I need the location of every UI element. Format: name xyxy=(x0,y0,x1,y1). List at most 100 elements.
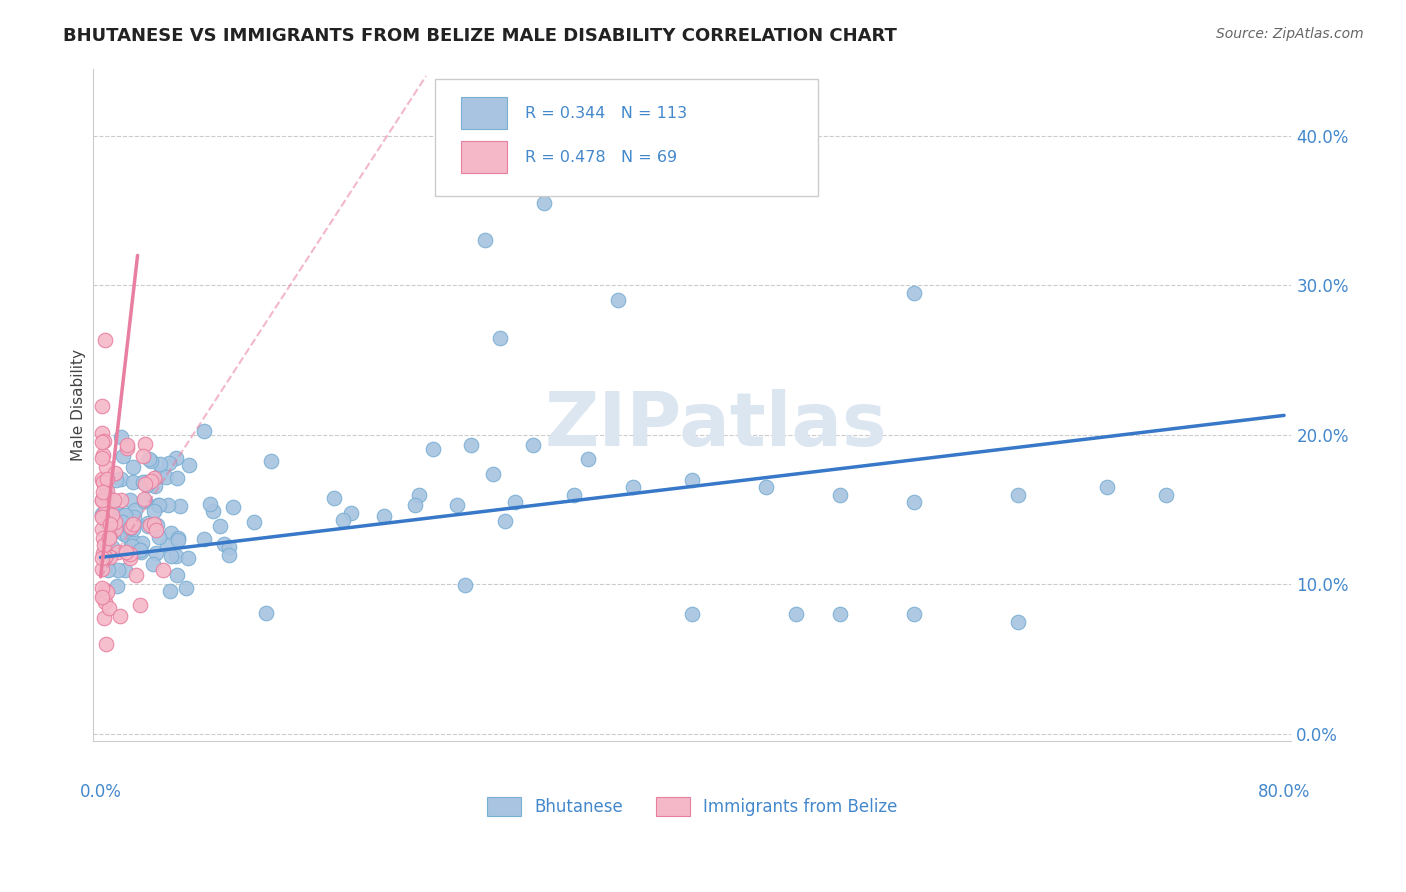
Point xyxy=(903,285,925,300)
Point xyxy=(145,546,167,560)
Point xyxy=(97,563,120,577)
Point xyxy=(94,503,117,517)
Point xyxy=(128,541,150,556)
Point xyxy=(166,531,188,545)
Point xyxy=(138,452,160,467)
Point xyxy=(94,460,117,475)
Point xyxy=(91,485,114,500)
Bar xyxy=(461,96,506,129)
Point xyxy=(128,543,150,558)
Point xyxy=(332,513,354,527)
Point xyxy=(157,498,180,512)
Point xyxy=(131,535,153,549)
Point xyxy=(607,293,630,308)
Point xyxy=(1007,488,1029,502)
Point xyxy=(118,550,141,565)
Point xyxy=(107,545,129,559)
Point xyxy=(482,467,505,481)
Point xyxy=(1154,488,1177,502)
Point xyxy=(576,452,599,467)
Point xyxy=(100,508,122,523)
Point xyxy=(136,516,159,530)
Point xyxy=(91,475,114,489)
Point xyxy=(120,519,142,533)
Legend: Bhutanese, Immigrants from Belize: Bhutanese, Immigrants from Belize xyxy=(481,790,904,822)
Point xyxy=(91,522,114,536)
Point xyxy=(94,485,117,500)
Point xyxy=(105,579,128,593)
Point xyxy=(148,457,170,471)
Point xyxy=(134,476,156,491)
Point xyxy=(104,466,127,480)
Point xyxy=(118,492,141,507)
Point xyxy=(115,441,138,455)
Point xyxy=(91,550,114,565)
Point xyxy=(373,509,395,524)
Point xyxy=(422,442,444,456)
Point xyxy=(142,471,165,485)
Point xyxy=(148,498,170,512)
Point xyxy=(91,493,114,508)
Point xyxy=(104,512,127,526)
Point xyxy=(138,519,160,533)
Point xyxy=(91,435,114,450)
Point xyxy=(174,582,197,596)
Point xyxy=(103,493,125,508)
Point xyxy=(91,450,114,465)
Text: Source: ZipAtlas.com: Source: ZipAtlas.com xyxy=(1216,27,1364,41)
Point xyxy=(166,471,188,485)
Point xyxy=(134,437,156,451)
Point xyxy=(124,503,146,517)
Point xyxy=(165,549,187,564)
Point xyxy=(91,562,114,576)
Point xyxy=(103,496,125,510)
Point xyxy=(132,475,155,489)
Point xyxy=(149,467,172,482)
Point xyxy=(212,537,235,551)
Point xyxy=(152,563,174,577)
Point xyxy=(111,515,134,529)
Bar xyxy=(461,141,506,173)
Point xyxy=(100,493,122,508)
Point xyxy=(166,568,188,582)
Point xyxy=(96,637,118,651)
Point xyxy=(93,591,115,605)
Point xyxy=(93,589,115,603)
Point xyxy=(1007,615,1029,629)
Point xyxy=(139,517,162,532)
Point xyxy=(104,473,127,487)
Point xyxy=(118,521,141,535)
Point xyxy=(124,568,146,582)
Point xyxy=(155,470,177,484)
Point xyxy=(166,533,188,547)
Text: R = 0.478   N = 69: R = 0.478 N = 69 xyxy=(524,150,676,165)
Point xyxy=(122,535,145,549)
Point xyxy=(408,488,430,502)
Point xyxy=(621,480,644,494)
Point xyxy=(98,529,121,543)
Y-axis label: Male Disability: Male Disability xyxy=(72,349,86,461)
Text: ZIPatlas: ZIPatlas xyxy=(546,389,887,462)
Point xyxy=(97,600,120,615)
Point xyxy=(114,563,136,577)
Point xyxy=(121,522,143,536)
Point xyxy=(193,532,215,546)
Point xyxy=(110,430,132,444)
Point xyxy=(198,498,221,512)
Point xyxy=(139,453,162,467)
Point xyxy=(681,607,703,622)
Point xyxy=(97,552,120,566)
Point xyxy=(110,472,132,486)
Point xyxy=(91,425,114,440)
Point xyxy=(494,515,516,529)
Point xyxy=(121,516,143,531)
Point xyxy=(830,607,852,622)
Point xyxy=(91,510,114,524)
Point xyxy=(681,473,703,487)
Point xyxy=(114,508,136,522)
Point xyxy=(323,491,346,505)
Point xyxy=(132,494,155,508)
Point xyxy=(91,507,114,521)
Point xyxy=(98,550,121,565)
Point xyxy=(132,449,155,463)
